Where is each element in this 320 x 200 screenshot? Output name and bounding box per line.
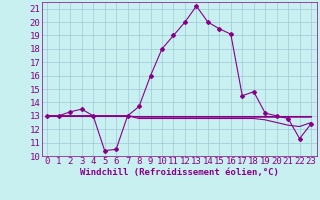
- X-axis label: Windchill (Refroidissement éolien,°C): Windchill (Refroidissement éolien,°C): [80, 168, 279, 177]
